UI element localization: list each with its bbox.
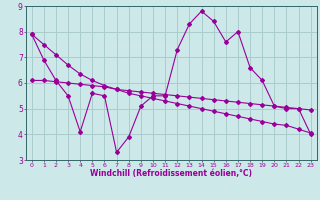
X-axis label: Windchill (Refroidissement éolien,°C): Windchill (Refroidissement éolien,°C) bbox=[90, 169, 252, 178]
